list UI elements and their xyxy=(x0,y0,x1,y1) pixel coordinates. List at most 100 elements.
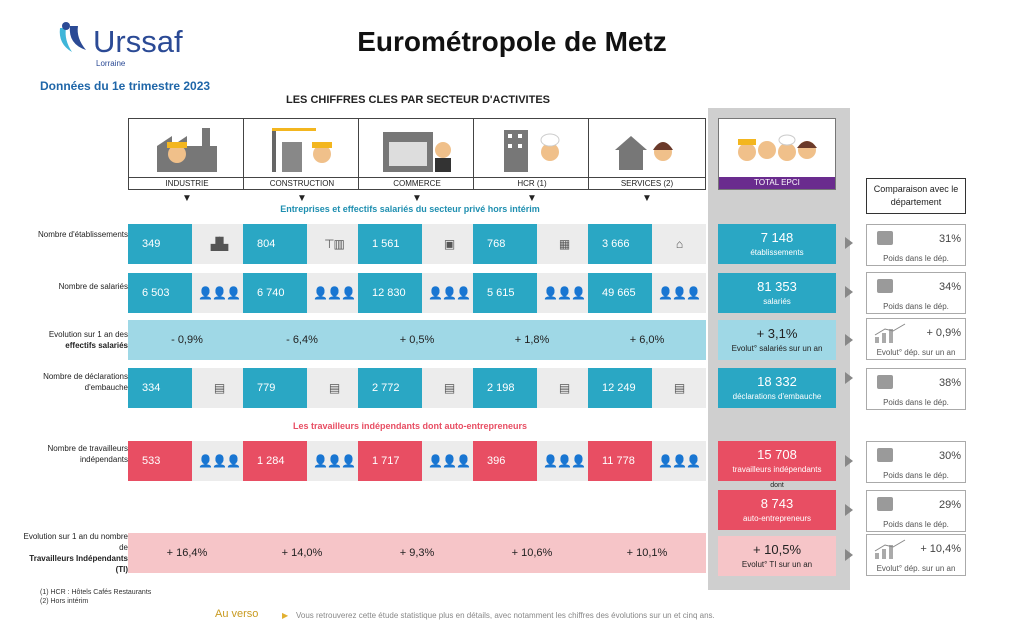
people-icon: 👤👤👤 xyxy=(422,441,476,481)
total-indep: 15 708 travailleurs indépendants xyxy=(718,441,836,481)
down-arrow-icon: ▼ xyxy=(412,193,422,204)
cmp-etab: 31% Poids dans le dép. xyxy=(866,224,966,266)
document-icon: ▤ xyxy=(537,368,591,408)
sector-construction: CONSTRUCTION xyxy=(243,118,361,190)
down-arrow-icon: ▼ xyxy=(182,193,192,204)
cell-sal: 6 740 👤👤👤 xyxy=(243,273,361,313)
total-evolti: + 10,5% Evolut° TI sur un an xyxy=(718,536,836,576)
down-arrow-icon: ▼ xyxy=(297,193,307,204)
cell-evol: + 0,5% xyxy=(358,320,476,360)
sector-industrie: INDUSTRIE xyxy=(128,118,246,190)
page-title: Eurométropole de Metz xyxy=(357,26,667,57)
people-icon: 👤👤👤 xyxy=(537,273,591,313)
house-icon xyxy=(615,135,673,170)
pointer-icon xyxy=(845,286,853,298)
factory-icon xyxy=(157,127,217,172)
document-icon: ▤ xyxy=(307,368,361,408)
cell-indep: 11 778 👤👤👤 xyxy=(588,441,706,481)
row-label-etablissements: Nombre d'établissements xyxy=(37,230,128,239)
cell-decl: 2 198 ▤ xyxy=(473,368,591,408)
pointer-icon xyxy=(845,504,853,516)
comparison-header: Comparaison avec le département xyxy=(866,178,966,214)
total-label: TOTAL EPCI xyxy=(719,177,835,189)
cell-sal: 6 503 👤👤👤 xyxy=(128,273,246,313)
weight-icon xyxy=(877,448,893,462)
cell-decl: 12 249 ▤ xyxy=(588,368,706,408)
cmp-evol: + 0,9% Evolut° dép. sur un an xyxy=(866,318,966,360)
row-label-evolution-ti: Evolution sur 1 an du nombre de Travaille… xyxy=(23,532,128,574)
row-label-declarations: Nombre de déclarations d'embauche xyxy=(43,372,128,392)
sector-label: CONSTRUCTION xyxy=(244,177,360,189)
cell-indep: 533 👤👤👤 xyxy=(128,441,246,481)
growth-chart-icon xyxy=(874,539,906,559)
cell-decl: 334 ▤ xyxy=(128,368,246,408)
pointer-icon xyxy=(845,334,853,346)
cell-etab: 804 ⊤▥ xyxy=(243,224,361,264)
cell-evolti: + 9,3% xyxy=(358,533,476,573)
section-title: LES CHIFFRES CLES PAR SECTEUR D'ACTIVITE… xyxy=(286,94,550,106)
people-group-icon xyxy=(738,134,817,161)
band-salaries: Entreprises et effectifs salariés du sec… xyxy=(280,204,540,214)
down-arrow-icon: ▼ xyxy=(527,193,537,204)
total-auto: 8 743 auto-entrepreneurs xyxy=(718,490,836,530)
play-icon: ▶ xyxy=(282,611,289,620)
house-icon: ⌂ xyxy=(652,224,706,264)
row-label-evolution: Evolution sur 1 an des effectifs salariés xyxy=(48,330,128,350)
cell-evol: + 6,0% xyxy=(588,320,706,360)
cell-evol: + 1,8% xyxy=(473,320,591,360)
people-icon: 👤👤👤 xyxy=(307,273,361,313)
people-icon: 👤👤👤 xyxy=(652,441,706,481)
logo-region: Lorraine xyxy=(96,59,126,68)
building-icon: ▦ xyxy=(537,224,591,264)
total-decl: 18 332 déclarations d'embauche xyxy=(718,368,836,408)
growth-chart-icon xyxy=(874,323,906,343)
cell-evol: - 6,4% xyxy=(243,320,361,360)
people-icon: 👤👤👤 xyxy=(537,441,591,481)
row-label-salaries: Nombre de salariés xyxy=(58,282,128,291)
people-icon: 👤👤👤 xyxy=(652,273,706,313)
weight-icon xyxy=(877,375,893,389)
people-icon: 👤👤👤 xyxy=(192,273,246,313)
weight-icon xyxy=(877,279,893,293)
cell-etab: 349 ▟▙ xyxy=(128,224,246,264)
document-icon: ▤ xyxy=(652,368,706,408)
cmp-indep: 30% Poids dans le dép. xyxy=(866,441,966,483)
shop-icon xyxy=(383,131,451,172)
cell-etab: 768 ▦ xyxy=(473,224,591,264)
page-subtitle: Données du 1e trimestre 2023 xyxy=(40,79,211,93)
total-evol: + 3,1% Evolut° salariés sur un an xyxy=(718,320,836,360)
cmp-decl: 38% Poids dans le dép. xyxy=(866,368,966,410)
urssaf-logo: Urssaf Lorraine xyxy=(56,22,183,68)
sector-hcr: HCR (1) xyxy=(473,118,591,190)
cell-etab: 3 666 ⌂ xyxy=(588,224,706,264)
cell-etab: 1 561 ▣ xyxy=(358,224,476,264)
cell-indep: 1 717 👤👤👤 xyxy=(358,441,476,481)
cell-sal: 49 665 👤👤👤 xyxy=(588,273,706,313)
crane-icon xyxy=(272,127,332,172)
pointer-icon xyxy=(845,237,853,249)
people-icon: 👤👤👤 xyxy=(307,441,361,481)
cell-evolti: + 10,1% xyxy=(588,533,706,573)
cell-decl: 2 772 ▤ xyxy=(358,368,476,408)
row-label-independants: Nombre de travailleurs indépendants xyxy=(47,444,128,464)
footnote: (1) HCR : Hôtels Cafés Restaurants xyxy=(40,589,152,596)
weight-icon xyxy=(877,231,893,245)
cmp-auto: 29% Poids dans le dép. xyxy=(866,490,966,532)
sector-label: COMMERCE xyxy=(359,177,475,189)
hotel-icon xyxy=(504,129,560,172)
sector-total: TOTAL EPCI xyxy=(718,118,836,190)
cell-indep: 1 284 👤👤👤 xyxy=(243,441,361,481)
weight-icon xyxy=(877,497,893,511)
shop-icon: ▣ xyxy=(422,224,476,264)
factory-icon: ▟▙ xyxy=(192,224,246,264)
document-icon: ▤ xyxy=(192,368,246,408)
cell-decl: 779 ▤ xyxy=(243,368,361,408)
cell-evol: - 0,9% xyxy=(128,320,246,360)
pointer-icon xyxy=(845,455,853,467)
sector-label: HCR (1) xyxy=(474,177,590,189)
verso-text: Vous retrouverez cette étude statistique… xyxy=(296,611,715,620)
verso-label: Au verso xyxy=(215,608,259,620)
document-icon: ▤ xyxy=(422,368,476,408)
people-icon: 👤👤👤 xyxy=(192,441,246,481)
cmp-evolti: + 10,4% Evolut° dép. sur un an xyxy=(866,534,966,576)
